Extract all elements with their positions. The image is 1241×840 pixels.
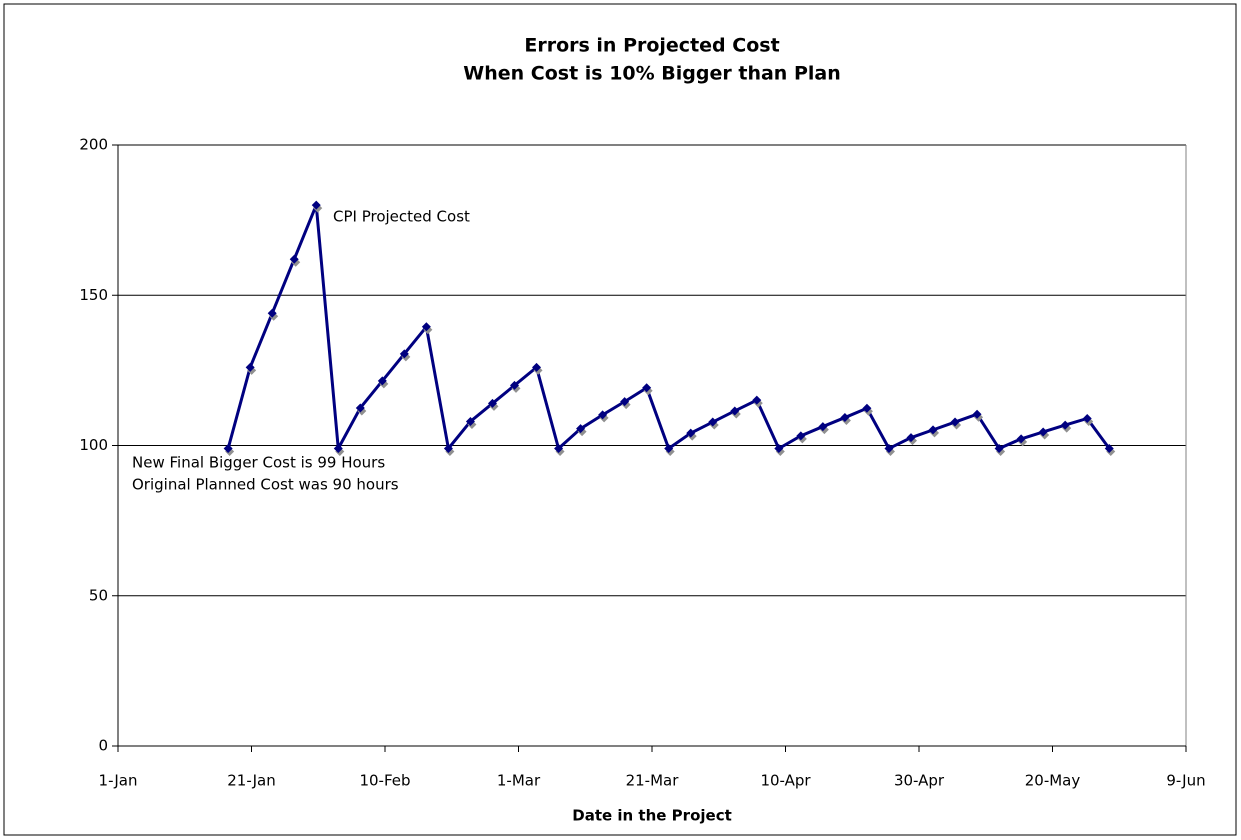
marker xyxy=(421,322,431,332)
marker xyxy=(355,403,365,413)
marker xyxy=(1082,413,1092,423)
marker xyxy=(223,444,233,454)
y-tick-label: 200 xyxy=(79,136,108,154)
marker xyxy=(598,410,608,420)
x-tick-label: 1-Jan xyxy=(99,772,138,790)
x-tick-label: 20-May xyxy=(1025,772,1081,790)
marker xyxy=(708,417,718,427)
x-tick-label: 21-Mar xyxy=(626,772,680,790)
marker xyxy=(840,413,850,423)
marker xyxy=(620,397,630,407)
x-axis-title: Date in the Project xyxy=(572,807,732,825)
marker xyxy=(532,362,542,372)
marker xyxy=(554,444,564,454)
marker xyxy=(1038,427,1048,437)
marker xyxy=(1060,420,1070,430)
x-tick-label: 9-Jun xyxy=(1166,772,1205,790)
annotation: Original Planned Cost was 90 hours xyxy=(132,476,399,494)
chart-subtitle: When Cost is 10% Bigger than Plan xyxy=(463,63,840,85)
marker xyxy=(730,406,740,416)
marker xyxy=(796,431,806,441)
x-tick-label: 30-Apr xyxy=(894,772,945,790)
marker xyxy=(818,422,828,432)
marker xyxy=(642,383,652,393)
marker xyxy=(664,444,674,454)
y-tick-label: 0 xyxy=(98,737,108,755)
marker xyxy=(289,254,299,264)
x-tick-label: 10-Feb xyxy=(359,772,410,790)
marker xyxy=(950,417,960,427)
marker xyxy=(752,395,762,405)
marker xyxy=(311,200,321,210)
marker xyxy=(576,424,586,434)
marker xyxy=(774,444,784,454)
marker xyxy=(862,403,872,413)
marker xyxy=(928,425,938,435)
marker xyxy=(465,416,475,426)
annotation: New Final Bigger Cost is 99 Hours xyxy=(132,454,385,472)
marker xyxy=(884,444,894,454)
y-tick-label: 50 xyxy=(89,586,108,604)
marker xyxy=(994,444,1004,454)
marker xyxy=(487,398,497,408)
marker xyxy=(906,433,916,443)
marker xyxy=(1016,434,1026,444)
marker xyxy=(509,380,519,390)
marker xyxy=(377,376,387,386)
marker xyxy=(245,362,255,372)
marker xyxy=(972,409,982,419)
chart-frame xyxy=(3,3,1237,836)
marker xyxy=(686,428,696,438)
x-tick-label: 1-Mar xyxy=(497,772,541,790)
marker xyxy=(267,308,277,318)
chart-title: Errors in Projected Cost xyxy=(524,35,779,57)
marker xyxy=(1104,444,1114,454)
x-tick-label: 10-Apr xyxy=(760,772,811,790)
marker xyxy=(443,444,453,454)
y-tick-label: 100 xyxy=(79,436,108,454)
y-tick-label: 150 xyxy=(79,286,108,304)
marker xyxy=(333,444,343,454)
marker xyxy=(399,349,409,359)
annotation: CPI Projected Cost xyxy=(333,208,470,226)
x-tick-label: 21-Jan xyxy=(227,772,275,790)
